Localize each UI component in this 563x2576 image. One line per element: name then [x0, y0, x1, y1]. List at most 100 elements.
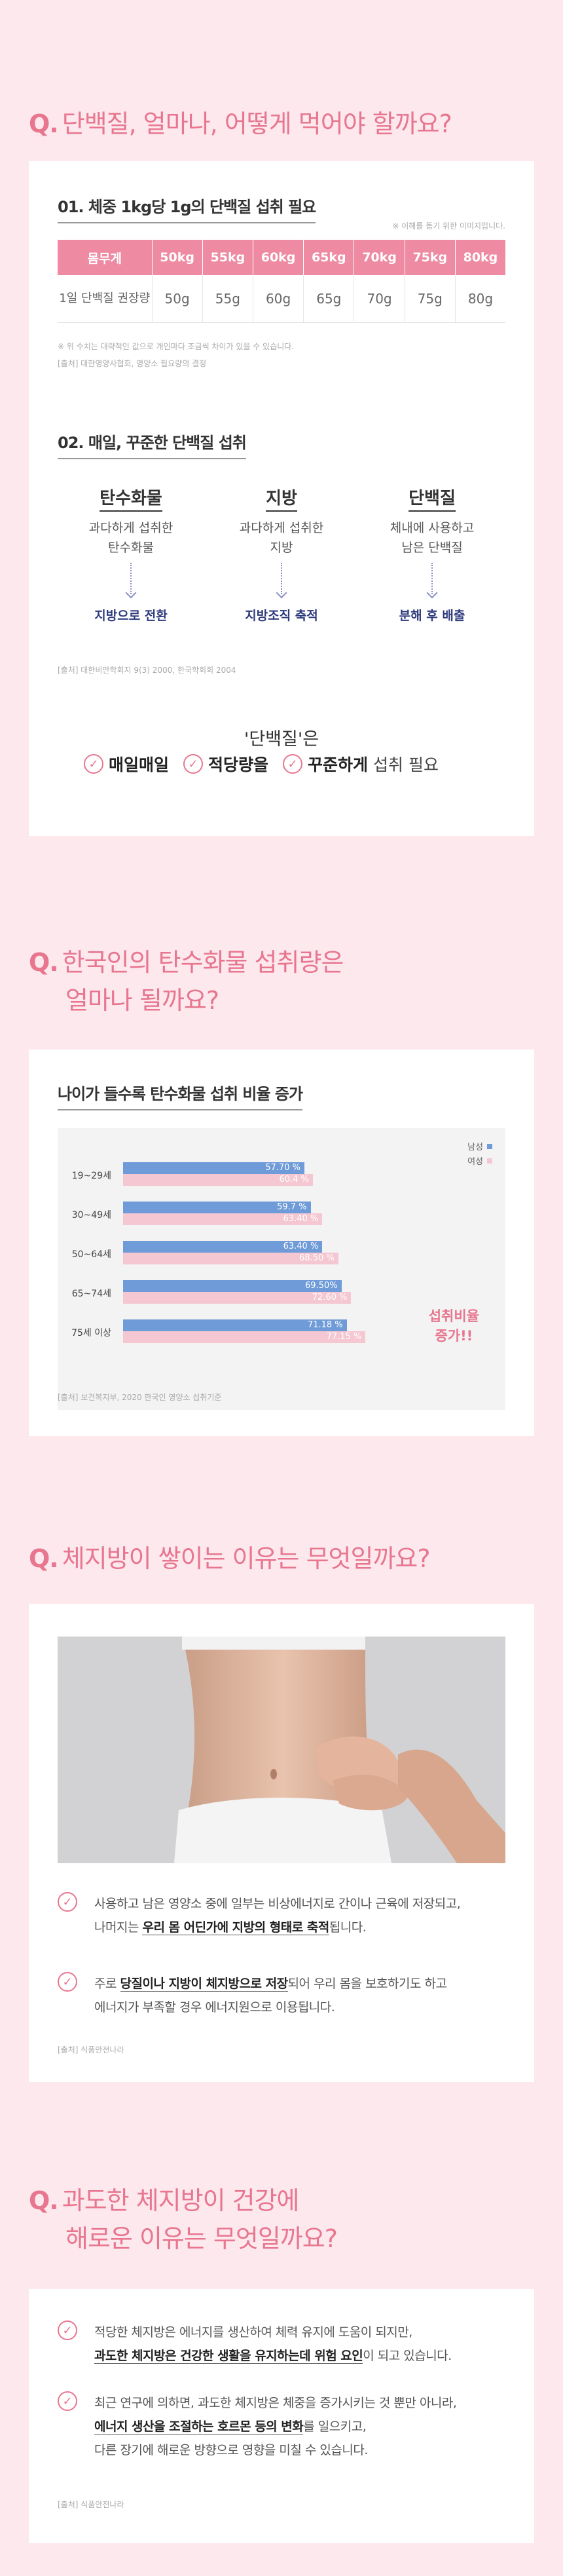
column-desc: 남은 단백질 — [401, 540, 463, 555]
q-mark: Q. — [29, 1544, 59, 1573]
table-header: 70kg — [354, 240, 405, 275]
table-header: 50kg — [152, 240, 203, 275]
check-tail: 섭취 필요 — [373, 755, 439, 774]
bar-male — [123, 1280, 342, 1292]
section2-card: 나이가 들수록 탄수화물 섭취 비율 증가 남성 여성 19~29세 57.70 … — [29, 1050, 534, 1436]
bar-male — [123, 1241, 323, 1253]
check-label: 매일매일 — [109, 755, 170, 774]
bar-female — [123, 1174, 313, 1186]
bar-female — [123, 1253, 338, 1264]
text-segment: 되어 우리 몸을 보호하기도 하고 — [287, 1977, 447, 1991]
table-header-row: 몸무게 50kg 55kg 60kg 65kg 70kg 75kg 80kg — [58, 240, 505, 275]
section2-title-line2: 얼마나 될까요? — [65, 986, 219, 1015]
bar-value-label: 71.18 % — [307, 1320, 343, 1330]
table-source: [출처] 대한영양사협회, 영양소 필요량의 결정 — [58, 359, 207, 368]
section3-heading: Q. 체지방이 쌓이는 이유는 무엇일까요? — [29, 1540, 431, 1578]
check-item: ✓ 꾸준하게 섭취 필요 — [283, 752, 439, 776]
category-label: 19~29세 — [71, 1171, 111, 1181]
table-cell: 75g — [405, 275, 456, 323]
table-header: 80kg — [455, 240, 505, 275]
q-mark: Q. — [29, 2186, 59, 2215]
legend-female: 여성 — [467, 1154, 492, 1167]
check-icon: ✓ — [58, 2320, 77, 2340]
legend-label: 남성 — [467, 1143, 483, 1152]
chart-source: [출처] 보건복지부, 2020 한국인 영양소 섭취기준 — [58, 1393, 222, 1402]
bullet-item: ✓ 사용하고 남은 영양소 중에 일부는 비상에너지로 간이나 근육에 저장되고… — [58, 1892, 509, 1939]
bar-male — [123, 1319, 347, 1331]
daily-protein-subtitle: 02. 매일, 꾸준한 단백질 섭취 — [58, 430, 247, 459]
arrow-down-icon — [281, 563, 282, 594]
section4-card: ✓ 적당한 체지방은 에너지를 생산하여 체력 유지에 도움이 되지만, 과도한… — [29, 2289, 534, 2543]
body-fat-photo — [58, 1637, 505, 1863]
bullet-text: 적당한 체지방은 에너지를 생산하여 체력 유지에 도움이 되지만, 과도한 체… — [94, 2320, 452, 2368]
callout-line: 섭취비율 — [428, 1308, 479, 1324]
check-item: ✓ 매일매일 — [84, 752, 169, 776]
column-result: 분해 후 배출 — [399, 609, 465, 623]
table-note: ※ 이해를 돕기 위한 이미지입니다. — [392, 221, 505, 231]
column-protein: 단백질 체내에 사용하고 남은 단백질 분해 후 배출 — [360, 485, 504, 624]
column-result: 지방조직 축적 — [245, 609, 318, 623]
legend-label: 여성 — [467, 1157, 483, 1167]
check-icon: ✓ — [84, 754, 103, 774]
section3-source: [출처] 식품안전나라 — [58, 2045, 124, 2055]
section4-title-line2: 해로운 이유는 무엇일까요? — [65, 2224, 338, 2253]
table-header: 65kg — [303, 240, 355, 275]
bullet-item: ✓ 적당한 체지방은 에너지를 생산하여 체력 유지에 도움이 되지만, 과도한… — [58, 2320, 509, 2368]
category-label: 75세 이상 — [71, 1328, 111, 1338]
table-cell: 50g — [152, 275, 203, 323]
bar-value-label: 77.15 % — [326, 1332, 362, 1342]
bar-value-label: 68.50 % — [299, 1253, 335, 1263]
section3-card: ✓ 사용하고 남은 영양소 중에 일부는 비상에너지로 간이나 근육에 저장되고… — [29, 1604, 534, 2082]
bar-male — [123, 1162, 304, 1174]
bar-value-label: 63.40 % — [283, 1241, 319, 1251]
columns-source: [출처] 대한비만학회지 9(3) 2000, 한국학회회 2004 — [58, 666, 236, 675]
carb-chart-subtitle: 나이가 들수록 탄수화물 섭취 비율 증가 — [58, 1081, 303, 1110]
check-icon: ✓ — [58, 2391, 77, 2411]
text-segment: 이 되고 있습니다. — [363, 2349, 452, 2363]
summary-checks: ✓ 매일매일 ✓ 적당량을 ✓ 꾸준하게 섭취 필요 — [84, 752, 453, 776]
section3-title: 체지방이 쌓이는 이유는 무엇일까요? — [62, 1544, 431, 1573]
text-segment: 사용하고 남은 영양소 중에 일부는 비상에너지로 간이나 근육에 저장되고, — [94, 1897, 461, 1911]
check-item: ✓ 적당량을 — [183, 752, 268, 776]
bullet-text: 주로 당질이나 지방이 체지방으로 저장되어 우리 몸을 보호하기도 하고 에너… — [94, 1972, 447, 2019]
table-cell: 80g — [455, 275, 505, 323]
bullet-item: ✓ 최근 연구에 의하면, 과도한 체지방은 체중을 증가시키는 것 뿐만 아니… — [58, 2391, 509, 2462]
bullet-item: ✓ 주로 당질이나 지방이 체지방으로 저장되어 우리 몸을 보호하기도 하고 … — [58, 1972, 509, 2019]
text-segment: 적당한 체지방은 에너지를 생산하여 체력 유지에 도움이 되지만, — [94, 2325, 412, 2339]
column-desc: 지방 — [270, 540, 293, 555]
category-label: 30~49세 — [71, 1210, 111, 1221]
table-header: 60kg — [253, 240, 304, 275]
section1-title: 단백질, 얼마나, 어떻게 먹어야 할까요? — [62, 109, 452, 138]
bar-male — [123, 1202, 311, 1213]
text-segment: 나머지는 — [94, 1920, 143, 1935]
section2-heading: Q. 한국인의 탄수화물 섭취량은 얼마나 될까요? — [29, 943, 344, 1019]
text-emphasis: 우리 몸 어딘가에 지방의 형태로 축적 — [142, 1920, 329, 1935]
text-emphasis: 에너지 생산을 조절하는 호르몬 등의 변화 — [94, 2419, 304, 2434]
column-result: 지방으로 전환 — [94, 609, 168, 623]
arrow-down-icon — [431, 563, 433, 594]
check-icon: ✓ — [183, 754, 204, 774]
section1-card: 01. 체중 1kg당 1g의 단백질 섭취 필요 ※ 이해를 돕기 위한 이미… — [29, 161, 534, 836]
bar-female — [123, 1331, 366, 1343]
column-title: 탄수화물 — [100, 485, 162, 512]
text-segment: 됩니다. — [329, 1920, 367, 1935]
text-segment: 를 일으키고, — [303, 2419, 367, 2434]
section4-source: [출처] 식품안전나라 — [58, 2500, 124, 2509]
bar-value-label: 69.50% — [305, 1281, 338, 1291]
check-icon: ✓ — [283, 754, 303, 774]
callout-line: 증가!! — [435, 1328, 473, 1344]
arrow-down-icon — [130, 563, 132, 594]
bar-value-label: 63.40 % — [283, 1214, 319, 1224]
column-carbohydrate: 탄수화물 과다하게 섭취한 탄수화물 지방으로 전환 — [59, 485, 203, 624]
column-title: 지방 — [266, 485, 297, 512]
table-row: 1일 단백질 권장량 50g 55g 60g 65g 70g 75g 80g — [58, 275, 505, 323]
waist-illustration — [58, 1637, 505, 1863]
text-emphasis: 당질이나 지방이 체지방으로 저장 — [120, 1977, 288, 1992]
chart-callout: 섭취비율 증가!! — [429, 1306, 479, 1346]
table-cell: 55g — [202, 275, 253, 323]
section2-title-line1: 한국인의 탄수화물 섭취량은 — [62, 948, 344, 977]
check-icon: ✓ — [58, 1892, 77, 1912]
table-cell: 65g — [303, 275, 355, 323]
check-label: 꾸준하게 — [308, 755, 369, 774]
check-label: 적당량을 — [208, 755, 269, 774]
